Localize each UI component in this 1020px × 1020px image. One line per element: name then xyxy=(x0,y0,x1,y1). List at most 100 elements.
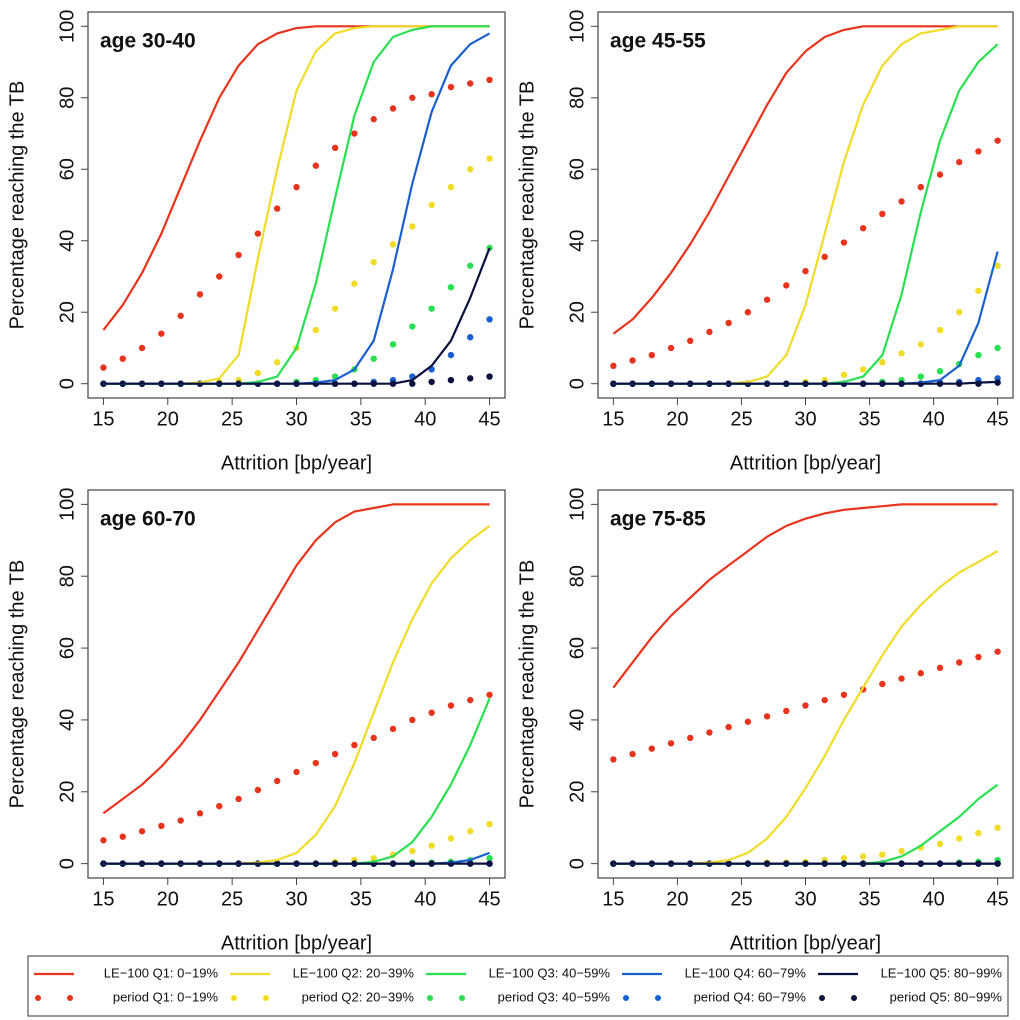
series-line xyxy=(613,380,998,385)
series-point xyxy=(610,380,617,387)
series-point xyxy=(486,316,493,323)
series-point xyxy=(389,725,397,733)
series-point xyxy=(235,795,242,803)
series-point xyxy=(859,853,867,860)
series-point xyxy=(744,718,752,725)
y-tick-label: 0 xyxy=(566,378,588,389)
series-point xyxy=(486,691,493,698)
series-point xyxy=(486,76,493,84)
series-point xyxy=(879,680,886,688)
series-point xyxy=(100,364,107,371)
series-point xyxy=(370,116,377,123)
series-point xyxy=(254,230,262,237)
series-point xyxy=(763,296,771,303)
series-point xyxy=(821,696,828,704)
x-tick-label: 30 xyxy=(794,408,816,430)
series-point xyxy=(447,284,455,291)
panel-title: age 75-85 xyxy=(610,508,706,531)
legend-label: period Q1: 0−19% xyxy=(113,989,219,1004)
series-point xyxy=(138,828,146,835)
series-point xyxy=(486,155,493,162)
series-point xyxy=(917,670,924,677)
series-point xyxy=(840,239,848,246)
x-tick-label: 40 xyxy=(414,408,436,430)
y-tick-label: 60 xyxy=(56,637,78,659)
y-tick-label: 40 xyxy=(566,230,588,252)
series-point xyxy=(409,847,416,855)
y-tick-label: 20 xyxy=(566,301,588,323)
series-point xyxy=(629,357,636,364)
legend-point xyxy=(851,995,857,1001)
y-tick-label: 0 xyxy=(56,858,78,869)
series-point xyxy=(667,344,675,352)
plot-frame xyxy=(87,489,506,879)
series-point xyxy=(936,840,944,848)
y-tick-label: 100 xyxy=(566,488,588,521)
series-point xyxy=(331,305,339,312)
series-point xyxy=(467,80,474,87)
series-point xyxy=(409,716,416,724)
series-point xyxy=(956,659,963,666)
y-tick-label: 80 xyxy=(56,565,78,587)
series-point xyxy=(273,777,281,785)
series-point xyxy=(840,855,848,862)
x-tick-label: 40 xyxy=(922,888,944,910)
series-point xyxy=(706,729,713,736)
legend-label: LE−100 Q3: 40−59% xyxy=(489,965,611,980)
series-point xyxy=(802,702,809,709)
x-tick-label: 30 xyxy=(285,888,307,910)
x-axis-label: Attrition [bp/year] xyxy=(221,932,372,954)
series-point xyxy=(216,802,223,810)
series-point xyxy=(687,337,694,345)
series-point xyxy=(331,144,339,152)
series-line xyxy=(612,503,998,689)
series-point xyxy=(486,855,493,862)
series-point xyxy=(821,253,828,261)
series-point xyxy=(898,198,905,205)
x-axis-label: Attrition [bp/year] xyxy=(730,932,881,954)
legend-label: period Q5: 80−99% xyxy=(890,989,1003,1004)
series-point xyxy=(994,344,1001,352)
series-line xyxy=(103,697,491,865)
x-tick-label: 30 xyxy=(794,888,816,910)
series-point xyxy=(687,734,694,742)
x-tick-label: 15 xyxy=(602,408,624,430)
series-point xyxy=(409,380,416,387)
series-point xyxy=(389,341,397,348)
series-point xyxy=(351,130,358,137)
x-tick-label: 25 xyxy=(730,888,752,910)
series-point xyxy=(706,328,713,336)
series-point xyxy=(428,201,435,209)
y-axis-label: Percentage reaching the TB xyxy=(516,560,538,809)
series-line xyxy=(103,525,491,865)
x-tick-label: 25 xyxy=(221,888,243,910)
series-point xyxy=(331,750,339,758)
legend-point xyxy=(427,995,433,1001)
y-tick-label: 60 xyxy=(566,158,588,180)
series-point xyxy=(447,376,455,384)
series-point xyxy=(725,723,732,731)
series-point xyxy=(936,326,944,334)
x-tick-label: 35 xyxy=(858,888,880,910)
legend-label: period Q4: 60−79% xyxy=(694,989,807,1004)
y-tick-label: 80 xyxy=(56,87,78,109)
series-point xyxy=(351,741,358,749)
plot-frame xyxy=(597,489,1014,879)
series-point xyxy=(956,309,963,316)
series-point xyxy=(428,842,435,849)
x-tick-label: 30 xyxy=(285,408,307,430)
x-tick-label: 35 xyxy=(350,408,372,430)
series-point xyxy=(898,847,905,855)
series-point xyxy=(196,810,204,817)
x-tick-label: 35 xyxy=(350,888,372,910)
legend-label: LE−100 Q2: 20−39% xyxy=(293,965,415,980)
series-point xyxy=(956,835,963,842)
x-tick-label: 40 xyxy=(922,408,944,430)
legend-label: LE−100 Q5: 80−99% xyxy=(881,965,1003,980)
y-tick-label: 80 xyxy=(566,565,588,587)
series-point xyxy=(409,223,416,230)
plot-frame xyxy=(597,11,1014,399)
series-point xyxy=(370,855,377,862)
series-point xyxy=(370,734,377,742)
series-point xyxy=(467,375,474,382)
